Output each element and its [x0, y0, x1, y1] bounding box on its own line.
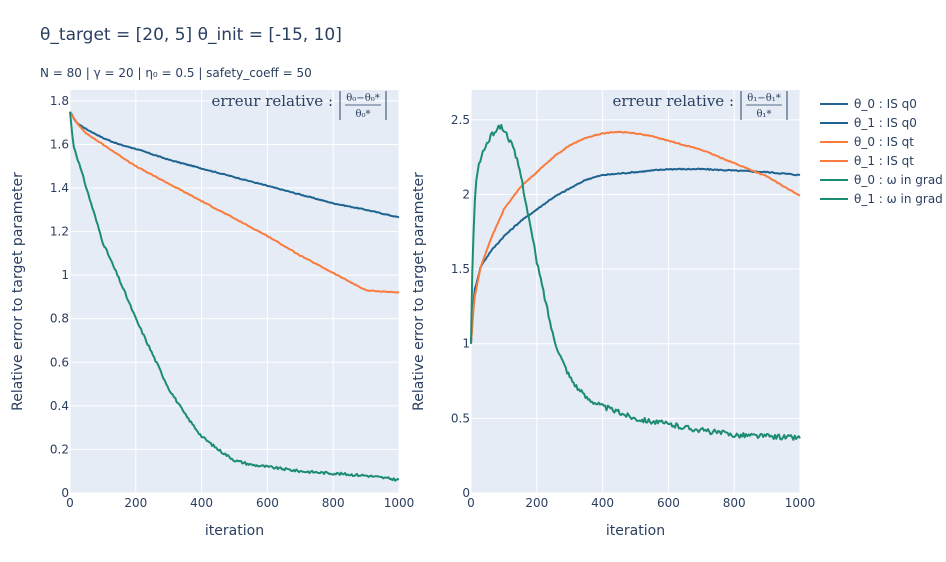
annotation-denominator: θ₁*: [756, 109, 771, 120]
series-line: [69, 111, 400, 482]
y-tick-label: 1.2: [50, 225, 69, 239]
y-tick-label: 0.8: [50, 312, 69, 326]
legend-item[interactable]: θ_1 : IS q0: [820, 116, 917, 130]
annotation-denominator: θ₀*: [355, 109, 370, 120]
x-tick-label: 800: [322, 496, 345, 510]
x-tick-label: 600: [657, 496, 680, 510]
annotation-numerator: θ₀−θ₀*: [346, 93, 379, 104]
relative-error-annotation: erreur relative : θ₁−θ₁* θ₁*: [613, 91, 788, 120]
legend-item[interactable]: θ_0 : IS qt: [820, 135, 914, 149]
right-panel: 0 200 400 600 800 1000 0 0.5 1 1.5 2 2.5 iteration Re…: [411, 90, 815, 539]
relative-error-annotation: erreur relative : θ₀−θ₀* θ₀*: [212, 91, 387, 120]
legend-label: θ_0 : IS qt: [854, 135, 914, 149]
x-tick-label: 400: [190, 496, 213, 510]
annotation-numerator: θ₁−θ₁*: [747, 93, 780, 104]
y-tick-label: 1.6: [50, 137, 69, 151]
annotation-label: erreur relative :: [613, 92, 734, 110]
x-axis-title: iteration: [205, 523, 264, 539]
y-axis-title: Relative error to target parameter: [10, 172, 26, 411]
y-tick-label: 1.4: [50, 181, 69, 195]
x-tick-label: 0: [66, 496, 74, 510]
legend-label: θ_0 : IS q0: [854, 97, 917, 111]
legend-label: θ_1 : IS qt: [854, 154, 914, 168]
y-tick-label: 0: [462, 486, 470, 500]
y-tick-label: 1: [462, 337, 470, 351]
x-tick-label: 0: [467, 496, 475, 510]
x-tick-label: 400: [591, 496, 614, 510]
y-tick-label: 0.2: [50, 442, 69, 456]
y-tick-label: 1: [61, 268, 69, 282]
y-tick-label: 0.6: [50, 355, 69, 369]
x-axis-title: iteration: [606, 523, 665, 539]
x-tick-label: 200: [525, 496, 548, 510]
legend-item[interactable]: θ_0 : ω in grad: [820, 173, 943, 187]
series-line: [69, 111, 400, 219]
y-tick-label: 2.5: [451, 113, 470, 127]
y-tick-label: 2: [462, 187, 470, 201]
plot-area: [70, 90, 399, 493]
y-tick-label: 0.5: [451, 411, 470, 425]
legend-label: θ_1 : ω in grad: [854, 192, 943, 206]
legend-item[interactable]: θ_1 : ω in grad: [820, 192, 943, 206]
x-tick-label: 600: [256, 496, 279, 510]
legend: θ_0 : IS q0 θ_1 : IS q0 θ_0 : IS qt θ_1 : I…: [820, 97, 943, 206]
y-tick-label: 1.8: [50, 94, 69, 108]
annotation-label: erreur relative :: [212, 92, 333, 110]
legend-item[interactable]: θ_0 : IS q0: [820, 97, 917, 111]
figure-title: θ_target = [20, 5] θ_init = [-15, 10]: [40, 25, 342, 45]
y-tick-label: 1.5: [451, 262, 470, 276]
figure-subtitle: N = 80 | γ = 20 | η₀ = 0.5 | safety_coef…: [40, 66, 312, 80]
plot-area: [471, 90, 800, 493]
y-axis-title: Relative error to target parameter: [411, 172, 427, 411]
series-line: [69, 111, 400, 294]
x-tick-label: 200: [124, 496, 147, 510]
left-panel: 0 200 400 600 800 1000 0 0.2 0.4 0.6 0.8 1 1.2 1.4 1.6…: [10, 90, 414, 539]
x-tick-label: 1000: [785, 496, 816, 510]
x-tick-label: 1000: [384, 496, 415, 510]
x-tick-label: 800: [723, 496, 746, 510]
y-tick-label: 0: [61, 486, 69, 500]
series-line: [470, 124, 801, 441]
legend-item[interactable]: θ_1 : IS qt: [820, 154, 914, 168]
series-line: [470, 130, 801, 344]
series-line: [470, 167, 801, 344]
legend-label: θ_0 : ω in grad: [854, 173, 943, 187]
y-tick-label: 0.4: [50, 399, 69, 413]
legend-label: θ_1 : IS q0: [854, 116, 917, 130]
